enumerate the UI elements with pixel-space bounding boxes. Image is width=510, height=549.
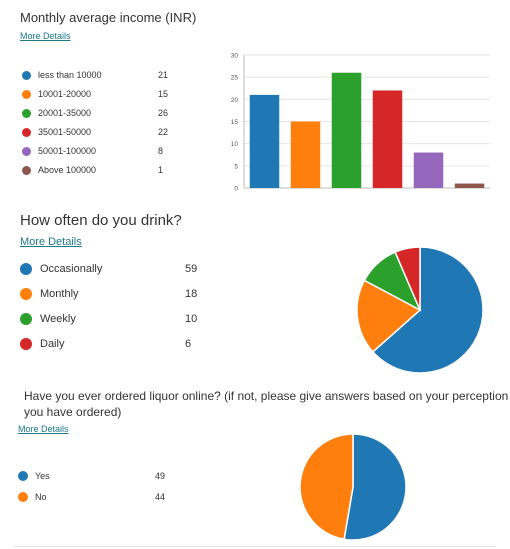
legend-swatch [22, 127, 31, 137]
legend-label: 20001-35000 [38, 108, 92, 118]
legend-item-above-100000: Above 100000 [22, 165, 96, 175]
legend-item-weekly: Weekly [20, 313, 76, 325]
income-bar-chart: 0 5 10 15 20 25 30 [231, 53, 490, 193]
legend-swatch [18, 471, 28, 481]
bar-10001-20000[interactable] [290, 121, 321, 189]
online-title-line2: you have ordered) [24, 405, 122, 419]
legend-label: Occasionally [40, 263, 103, 275]
income-more-details-link[interactable]: More Details [20, 31, 71, 41]
y-tick-label: 15 [231, 119, 239, 126]
legend-value: 8 [158, 146, 164, 156]
drink-title: How often do you drink? [20, 212, 182, 229]
legend-swatch [22, 70, 31, 80]
legend-label: Weekly [40, 313, 76, 325]
legend-value: 18 [185, 288, 198, 300]
pie-slice-occasionally[interactable] [371, 246, 484, 374]
legend-label: 10001-20000 [38, 89, 92, 99]
legend-swatch [20, 338, 32, 350]
bar-50001-100000[interactable] [413, 152, 444, 188]
legend-swatch [20, 313, 32, 325]
legend-value: 26 [158, 108, 169, 118]
legend-item-10001-20000: 10001-20000 [22, 89, 91, 99]
drink-more-details-link[interactable]: More Details [20, 236, 82, 248]
y-tick-label: 20 [231, 97, 239, 104]
legend-label: 50001-100000 [38, 146, 97, 156]
drink-pie-chart [356, 246, 484, 374]
legend-value: 59 [185, 263, 198, 275]
bar-20001-35000[interactable] [331, 72, 362, 188]
pie-slice-monthly[interactable] [356, 279, 422, 353]
legend-value: 1 [158, 165, 164, 175]
legend-swatch [22, 165, 31, 175]
y-tick-label: 10 [231, 141, 239, 148]
legend-swatch [18, 492, 28, 502]
pie-slice-daily[interactable] [394, 246, 421, 311]
legend-swatch [20, 263, 32, 275]
income-section: Monthly average income (INR) More Detail… [0, 0, 510, 205]
legend-swatch [22, 108, 31, 118]
bottom-divider [14, 546, 496, 547]
pie-slice-yes[interactable] [343, 433, 407, 541]
online-section: Have you ever ordered liquor online? (if… [0, 380, 510, 549]
legend-item-occasionally: Occasionally [20, 263, 102, 275]
y-tick-label: 5 [234, 163, 238, 170]
legend-item-50001-100000: 50001-100000 [22, 146, 96, 156]
legend-item-no: No [18, 492, 47, 502]
legend-label: No [35, 492, 47, 502]
legend-item-daily: Daily [20, 338, 64, 350]
y-tick-label: 25 [231, 75, 239, 82]
legend-label: Daily [40, 338, 65, 350]
legend-swatch [20, 288, 32, 300]
legend-value: 49 [155, 471, 166, 481]
legend-label: Monthly [40, 288, 79, 300]
online-title-line1: Have you ever ordered liquor online? (if… [24, 389, 510, 403]
legend-value: 21 [158, 70, 169, 80]
pie-slice-no[interactable] [299, 433, 354, 541]
legend-item-20001-35000: 20001-35000 [22, 108, 91, 118]
legend-value: 44 [155, 492, 166, 502]
legend-item-less-than-10000: less than 10000 [22, 70, 102, 80]
legend-label: less than 10000 [38, 70, 102, 80]
legend-item-yes: Yes [18, 471, 50, 481]
legend-value: 15 [158, 89, 169, 99]
online-pie-chart [299, 433, 407, 541]
y-tick-label: 30 [231, 53, 239, 60]
legend-item-monthly: Monthly [20, 288, 79, 300]
bar-less-than-10000[interactable] [249, 94, 280, 188]
income-title: Monthly average income (INR) [20, 10, 197, 25]
legend-item-35001-50000: 35001-50000 [22, 127, 91, 137]
legend-swatch [22, 146, 31, 156]
online-more-details-link[interactable]: More Details [18, 424, 69, 434]
legend-label: 35001-50000 [38, 127, 92, 137]
bar-35001-50000[interactable] [372, 90, 403, 188]
legend-value: 22 [158, 127, 169, 137]
y-tick-label: 0 [234, 186, 238, 193]
legend-swatch [22, 89, 31, 99]
drink-section: How often do you drink? More Details Occ… [0, 205, 510, 380]
legend-value: 10 [185, 313, 198, 325]
legend-label: Above 100000 [38, 165, 97, 175]
legend-label: Yes [35, 471, 50, 481]
bar-above-100000[interactable] [454, 183, 485, 188]
legend-value: 6 [185, 338, 192, 350]
